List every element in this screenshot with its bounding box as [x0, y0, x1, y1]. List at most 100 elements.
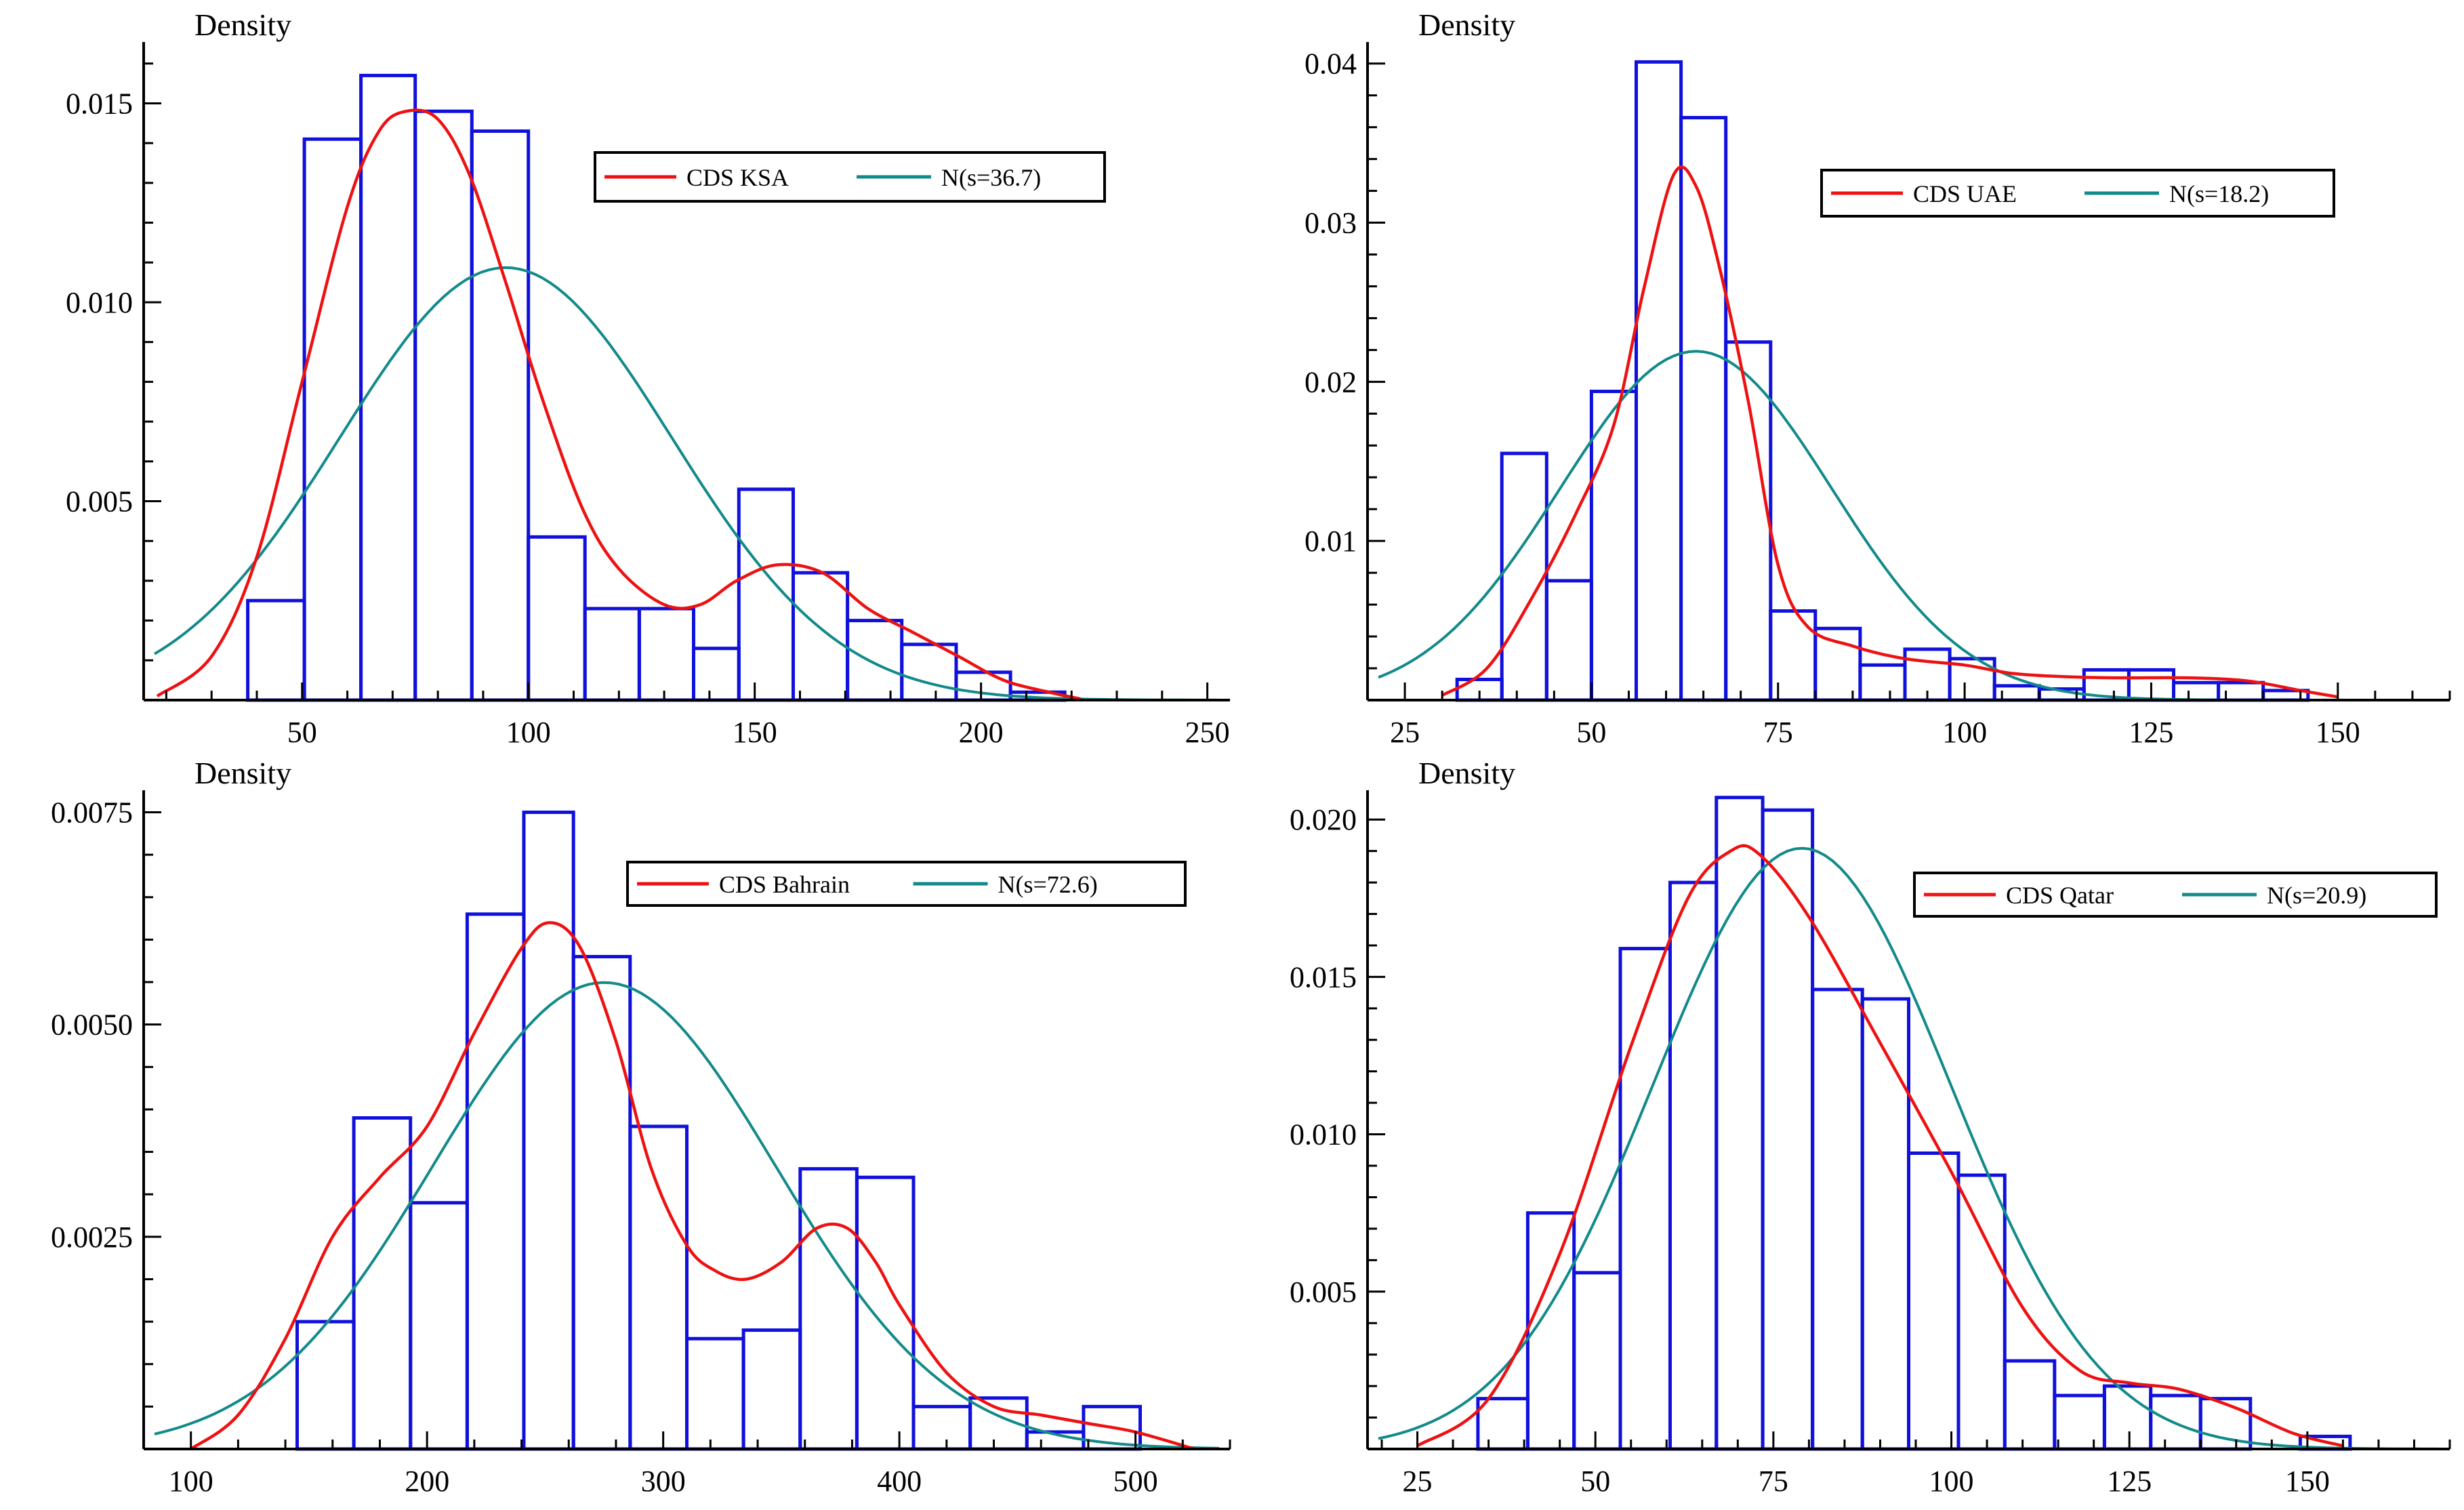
- histogram-bar: [637, 607, 696, 702]
- y-tick-label: 0.03: [1305, 207, 1357, 240]
- x-tick-label: 150: [2316, 716, 2360, 749]
- y-axis-label: Density: [1418, 756, 1515, 790]
- x-tick-label: 150: [733, 716, 777, 749]
- histogram-bar: [1813, 626, 1862, 702]
- legend-normal-label: N(s=36.7): [941, 164, 1041, 191]
- legend-kde-label: CDS Qatar: [2006, 882, 2114, 909]
- legend-kde-label: CDS UAE: [1913, 180, 2017, 207]
- histogram-bar: [1907, 1151, 1960, 1451]
- y-axis-label: Density: [1418, 7, 1515, 42]
- x-tick-label: 400: [877, 1465, 922, 1498]
- x-tick-label: 50: [287, 716, 317, 749]
- legend: CDS Bahrain N(s=72.6): [626, 861, 1187, 907]
- histogram-bar: [628, 1124, 689, 1451]
- legend-box: [1913, 872, 2438, 918]
- x-tick-label: 100: [1929, 1465, 1974, 1498]
- legend-kde-label: CDS KSA: [686, 164, 789, 191]
- y-tick-label: 0.015: [66, 87, 133, 120]
- histogram-bar: [1811, 987, 1864, 1451]
- y-tick-label: 0.020: [1290, 803, 1357, 836]
- histogram-bar: [900, 642, 958, 702]
- histogram-bar: [2172, 680, 2221, 702]
- legend-box: [1820, 169, 2335, 218]
- kde-curve: [1441, 165, 2339, 699]
- histogram-bar: [1589, 390, 1638, 702]
- kde-curve: [190, 921, 1195, 1451]
- y-tick-label: 0.010: [1290, 1118, 1357, 1151]
- legend-normal-label: N(s=20.9): [2267, 882, 2366, 909]
- legend-box: [594, 151, 1106, 203]
- y-tick-label: 0.02: [1305, 365, 1357, 399]
- histogram-bar: [692, 647, 741, 702]
- x-tick-label: 100: [1942, 716, 1987, 749]
- y-tick-label: 0.0025: [51, 1221, 133, 1254]
- normal-curve: [154, 981, 1220, 1450]
- kde-curve: [156, 108, 1082, 701]
- histogram-bars: [1455, 60, 2310, 702]
- histogram-bar: [470, 129, 531, 702]
- qatar-density-panel: 25 50 75 100 125 150 0.005 0.010 0.015 0.020 Densi…: [1290, 756, 2451, 1498]
- histogram-bar: [1668, 880, 1719, 1451]
- histogram-bar: [583, 607, 641, 702]
- histogram-bar: [359, 73, 417, 702]
- x-tick-label: 250: [1185, 716, 1230, 749]
- legend-box: [626, 861, 1187, 907]
- histogram-bar: [1544, 579, 1593, 702]
- y-tick-label: 0.01: [1305, 525, 1357, 558]
- histogram-bar: [792, 571, 850, 702]
- y-axis-label: Density: [194, 7, 291, 42]
- x-tick-label: 100: [506, 716, 551, 749]
- normal-curve: [1378, 846, 2439, 1450]
- y-tick-label: 0.0050: [51, 1008, 133, 1042]
- uae-density-panel: 25 50 75 100 125 150 0.01 0.02 0.03 0.04 Density CD…: [1305, 7, 2451, 749]
- histogram-bar: [911, 1404, 972, 1451]
- x-tick-label: 200: [959, 716, 1004, 749]
- histogram-bar: [1572, 1271, 1622, 1451]
- histogram-bar: [2003, 1359, 2057, 1451]
- histogram-bar: [352, 1116, 413, 1451]
- x-tick-label: 125: [2107, 1465, 2152, 1498]
- y-axis-label: Density: [194, 756, 291, 790]
- histogram-bar: [295, 1320, 356, 1451]
- y-tick-label: 0.005: [1290, 1276, 1357, 1309]
- legend-kde-label: CDS Bahrain: [719, 871, 850, 898]
- x-tick-label: 75: [1763, 716, 1793, 749]
- x-tick-label: 50: [1580, 1465, 1610, 1498]
- x-tick-label: 150: [2285, 1465, 2330, 1498]
- histogram-bar: [1635, 60, 1683, 702]
- histogram-bar: [1500, 451, 1548, 702]
- y-tick-label: 0.010: [66, 286, 133, 319]
- y-tick-label: 0.005: [66, 485, 133, 518]
- x-tick-label: 300: [641, 1465, 686, 1498]
- histogram-bar: [522, 811, 575, 1451]
- y-tick-label: 0.015: [1290, 960, 1357, 994]
- histogram-bar: [409, 1201, 469, 1451]
- legend: CDS Qatar N(s=20.9): [1913, 872, 2438, 918]
- x-tick-label: 50: [1576, 716, 1606, 749]
- x-tick-label: 500: [1113, 1465, 1158, 1498]
- histogram-bar: [571, 955, 632, 1451]
- y-tick-label: 0.0075: [51, 796, 133, 830]
- histogram-bar: [1860, 997, 1910, 1451]
- histogram-bar: [1476, 1397, 1529, 1451]
- histogram-bar: [846, 619, 904, 702]
- histogram-bar: [798, 1167, 859, 1451]
- x-tick-label: 25: [1403, 1465, 1433, 1498]
- y-tick-label: 0.04: [1305, 47, 1357, 81]
- histogram-bar: [413, 109, 474, 702]
- x-tick-label: 75: [1759, 1465, 1788, 1498]
- x-tick-label: 25: [1390, 716, 1420, 749]
- legend-normal-label: N(s=18.2): [2169, 180, 2269, 207]
- histogram-bar: [527, 535, 587, 702]
- histogram-bar: [1761, 808, 1815, 1451]
- bahrain-density-panel: 100 200 300 400 500 0.0025 0.0050 0.0075 Density…: [51, 756, 1231, 1498]
- histogram-bar: [1714, 796, 1765, 1451]
- x-tick-label: 200: [405, 1465, 449, 1498]
- histogram-bar: [1618, 947, 1672, 1451]
- kde-curve: [1416, 844, 2343, 1448]
- histogram-bar: [685, 1336, 745, 1451]
- legend: CDS KSA N(s=36.7): [594, 151, 1106, 203]
- legend-normal-label: N(s=72.6): [998, 871, 1098, 898]
- legend: CDS UAE N(s=18.2): [1820, 169, 2335, 218]
